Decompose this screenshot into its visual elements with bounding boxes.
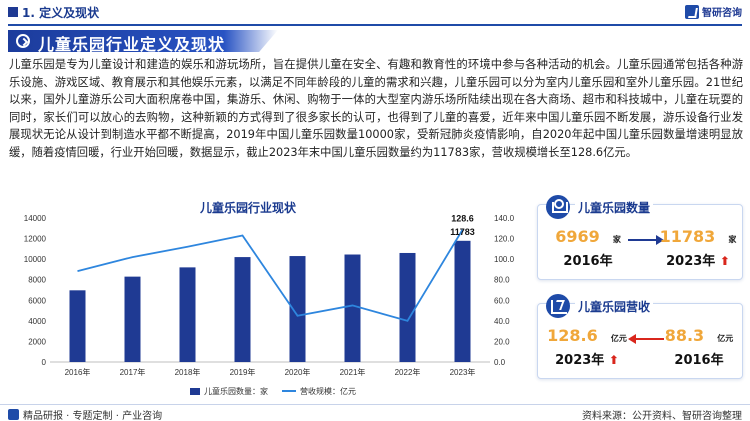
logo-text: 智研咨询 bbox=[702, 8, 742, 19]
bar bbox=[289, 256, 306, 362]
bar bbox=[454, 240, 471, 362]
chart-title: 儿童乐园行业现状 bbox=[200, 201, 297, 215]
x-tick-label: 2022年 bbox=[395, 367, 421, 377]
footer-tagline: 精品研报 · 专题定制 · 产业咨询 bbox=[8, 407, 162, 421]
bar bbox=[124, 276, 141, 362]
revenue-left-stat: 128.6 亿元 2023年 ⬆ bbox=[544, 326, 630, 368]
page-title: 儿童乐园行业定义及现状 bbox=[38, 35, 226, 54]
y-left-tick-label: 12000 bbox=[24, 235, 47, 244]
y-right-tick-label: 20.0 bbox=[494, 337, 510, 346]
revenue-left-unit: 亿元 bbox=[610, 334, 627, 343]
legend-bar-swatch bbox=[190, 388, 200, 395]
title-banner bbox=[8, 30, 278, 52]
revenue-card-header: 儿童乐园营收 bbox=[546, 294, 654, 318]
bar bbox=[179, 267, 196, 362]
count-left-year: 2016年 bbox=[563, 254, 613, 269]
count-right-stat: 11783 家 2023年 ⬆ bbox=[656, 227, 740, 269]
count-left-unit: 家 bbox=[612, 235, 621, 244]
count-right-year: 2023年 bbox=[666, 254, 716, 269]
y-right-tick-label: 120.0 bbox=[494, 235, 515, 244]
revenue-right-stat: 88.3 亿元 2016年 bbox=[658, 326, 740, 368]
up-arrow-icon: ⬆ bbox=[719, 254, 730, 268]
top-bar: 1. 定义及现状 智研咨询 bbox=[0, 0, 750, 26]
footer-tagline-text: 精品研报 · 专题定制 · 产业咨询 bbox=[23, 411, 163, 421]
section-marker-icon bbox=[8, 7, 18, 17]
y-left-tick-label: 8000 bbox=[28, 276, 46, 285]
x-tick-label: 2019年 bbox=[230, 367, 256, 377]
count-right-year-row: 2023年 ⬆ bbox=[656, 250, 740, 269]
y-right-tick-label: 100.0 bbox=[494, 255, 515, 264]
y-right-tick-label: 80.0 bbox=[494, 276, 510, 285]
x-tick-label: 2021年 bbox=[340, 367, 366, 377]
x-tick-label: 2016年 bbox=[65, 367, 91, 377]
count-card: 儿童乐园数量 6969 家 2016年 11783 家 2023年 ⬆ bbox=[537, 195, 743, 280]
bar bbox=[344, 254, 361, 362]
bar bbox=[399, 252, 416, 362]
y-right-tick-label: 60.0 bbox=[494, 296, 510, 305]
y-right-tick-label: 140.0 bbox=[494, 214, 515, 223]
chart-area: 0 2000 4000 6000 8000 10000 12000 14000 0.0 20.0 4… bbox=[12, 190, 528, 405]
y-left-tick-label: 4000 bbox=[28, 317, 46, 326]
source-note: 资料来源：公开资料、智研咨询整理 bbox=[582, 411, 742, 421]
x-tick-label: 2018年 bbox=[175, 367, 201, 377]
logo-icon bbox=[685, 4, 699, 19]
revenue-right-value: 88.3 bbox=[664, 326, 705, 345]
count-card-title: 儿童乐园数量 bbox=[575, 198, 654, 216]
count-left-stat: 6969 家 2016年 bbox=[548, 227, 628, 269]
revenue-right-unit: 亿元 bbox=[717, 334, 734, 343]
chevron-circle-icon bbox=[16, 34, 30, 48]
footer-logo-icon bbox=[8, 409, 19, 420]
y-left-tick-label: 14000 bbox=[24, 214, 47, 223]
brand-logo: 智研咨询 bbox=[685, 4, 742, 19]
count-left-value: 6969 bbox=[555, 227, 600, 246]
building-icon bbox=[546, 195, 570, 219]
combo-chart: 0 2000 4000 6000 8000 10000 12000 14000 0.0 20.0 4… bbox=[24, 214, 515, 396]
x-tick-label: 2020年 bbox=[285, 367, 311, 377]
intro-paragraph: 儿童乐园是专为儿童设计和建造的娱乐和游玩场所，旨在提供儿童在安全、有趣和教育性的… bbox=[9, 58, 743, 159]
revenue-card: 儿童乐园营收 128.6 亿元 2023年 ⬆ 88.3 亿元 2016年 bbox=[537, 294, 743, 379]
bar bbox=[234, 257, 251, 362]
y-left-tick-label: 6000 bbox=[28, 296, 46, 305]
y-right-tick-label: 0.0 bbox=[494, 358, 506, 367]
data-label: 128.6 bbox=[451, 214, 474, 224]
left-arrow-icon bbox=[628, 334, 664, 344]
legend-line-label: 营收规模：亿元 bbox=[300, 386, 356, 396]
up-arrow-icon: ⬆ bbox=[608, 353, 619, 367]
chart-growth-icon bbox=[546, 294, 570, 318]
footer-divider bbox=[0, 404, 750, 405]
bar bbox=[69, 290, 86, 362]
right-arrow-icon bbox=[628, 235, 664, 245]
data-label: 11783 bbox=[450, 227, 475, 237]
header-divider bbox=[8, 24, 742, 26]
revenue-left-value: 128.6 bbox=[547, 326, 598, 345]
count-card-header: 儿童乐园数量 bbox=[546, 195, 654, 219]
count-right-value: 11783 bbox=[659, 227, 716, 246]
y-left-tick-label: 10000 bbox=[24, 255, 47, 264]
revenue-left-year: 2023年 bbox=[555, 353, 605, 368]
y-left-tick-label: 0 bbox=[42, 358, 47, 367]
section-title: 1. 定义及现状 bbox=[22, 6, 100, 20]
revenue-card-title: 儿童乐园营收 bbox=[575, 297, 654, 315]
y-left-tick-label: 2000 bbox=[28, 337, 46, 346]
revenue-right-year: 2016年 bbox=[674, 353, 724, 368]
count-right-unit: 家 bbox=[728, 235, 737, 244]
x-tick-label: 2023年 bbox=[450, 367, 476, 377]
revenue-left-year-row: 2023年 ⬆ bbox=[544, 349, 630, 368]
y-right-tick-label: 40.0 bbox=[494, 317, 510, 326]
legend-bar-label: 儿童乐园数量：家 bbox=[204, 386, 268, 396]
revenue-line bbox=[77, 229, 464, 322]
x-tick-label: 2017年 bbox=[120, 367, 146, 377]
